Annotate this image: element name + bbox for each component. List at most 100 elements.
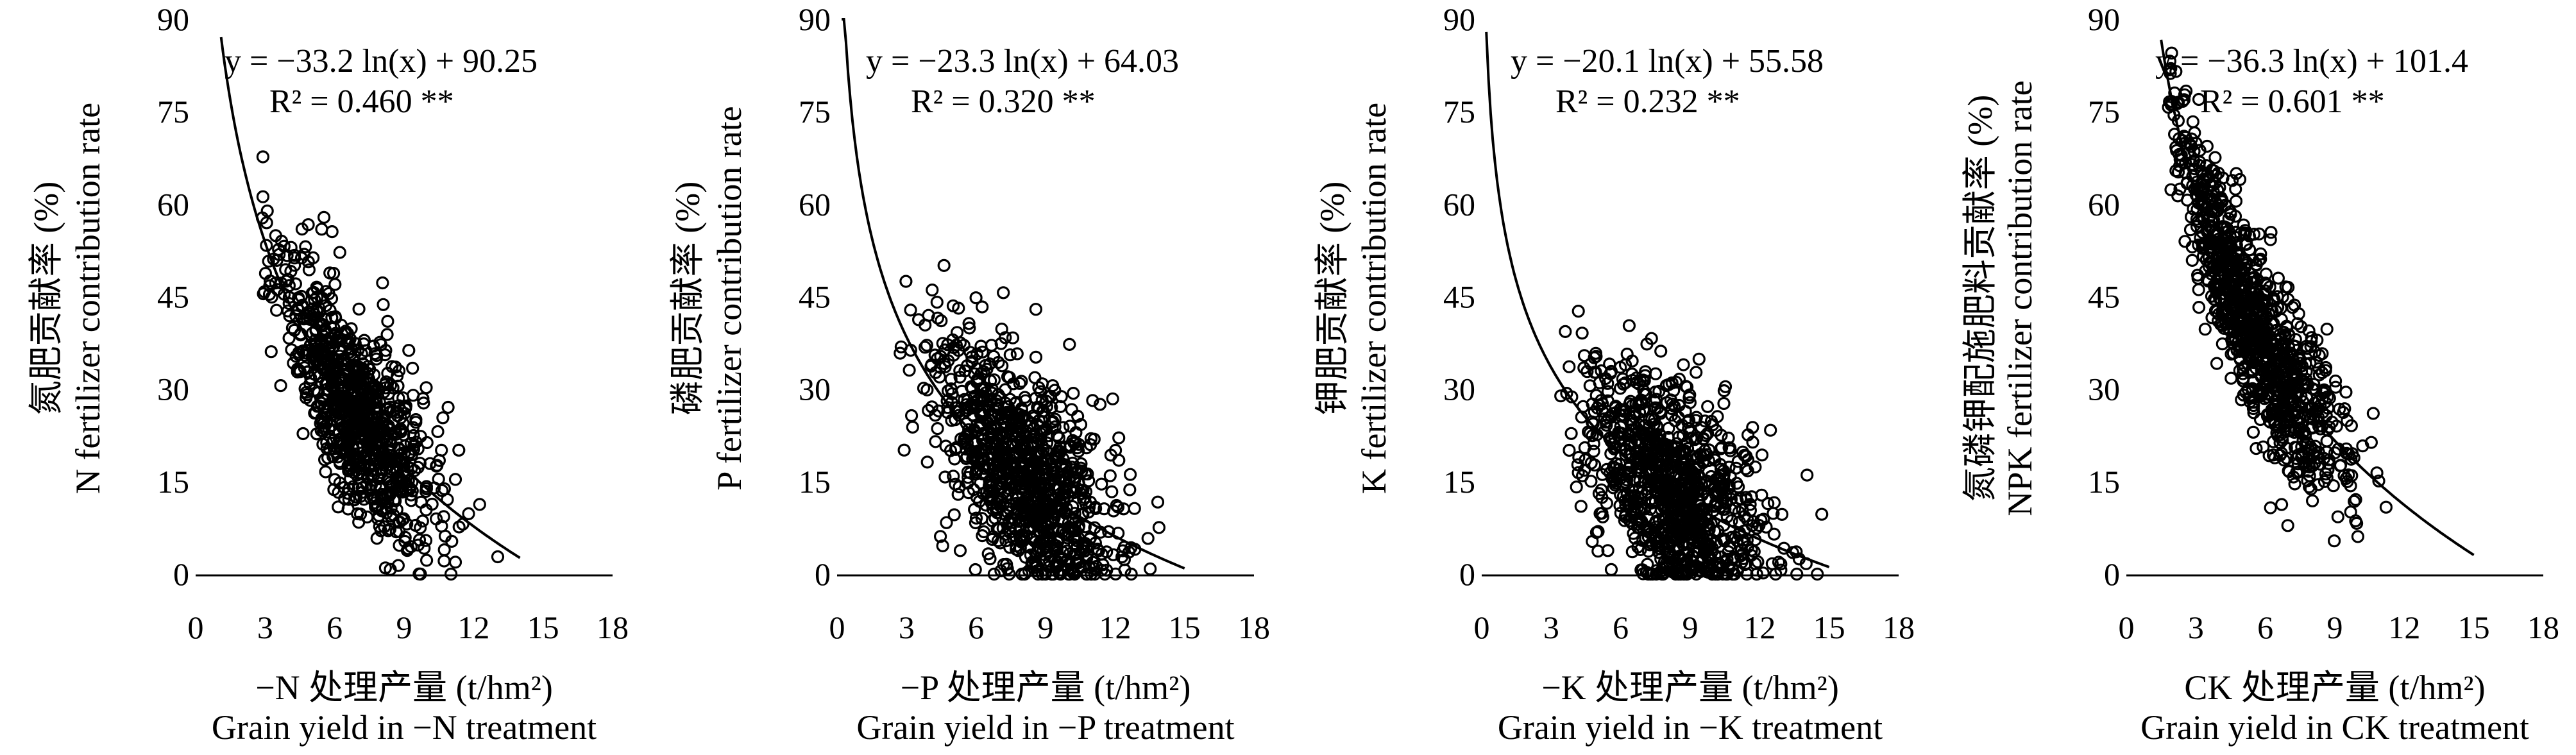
scatter-point [376, 276, 389, 290]
scatter-point [1749, 557, 1762, 570]
scatter-point [1613, 382, 1627, 395]
scatter-point [1613, 462, 1626, 476]
scatter-point [318, 210, 331, 224]
scatter-point [1668, 477, 1681, 491]
scatter-point [1677, 358, 1690, 371]
scatter-point [1024, 469, 1037, 483]
scatter-point [1063, 337, 1076, 352]
scatter-point [356, 362, 369, 375]
scatter-point [398, 407, 411, 420]
scatter-point [2239, 327, 2252, 340]
scatter-point [1657, 462, 1670, 476]
scatter-point [2210, 357, 2224, 370]
scatter-point [256, 150, 269, 164]
scatter-point [2316, 347, 2329, 361]
scatter-point [319, 285, 333, 298]
scatter-point [1767, 527, 1781, 541]
scatter-point [947, 341, 961, 355]
scatter-point [1664, 499, 1677, 513]
scatter-point [298, 248, 311, 261]
scatter-point [1627, 473, 1641, 488]
scatter-point [2298, 430, 2312, 444]
scatter-point [2207, 237, 2220, 251]
scatter-point [1025, 416, 1038, 430]
scatter-point [946, 299, 960, 312]
scatter-point [1613, 457, 1627, 471]
scatter-point [1801, 468, 1814, 482]
y-ticks: 0 15 30 45 60 75 90 [799, 1, 831, 592]
y-tick-label: 75 [2088, 94, 2120, 130]
scatter-point [920, 383, 934, 397]
scatter-point [403, 482, 417, 496]
scatter-point [1095, 477, 1108, 491]
scatter-point [2271, 271, 2285, 285]
scatter-point [2178, 88, 2191, 101]
scatter-point [264, 345, 278, 359]
scatter-point [323, 266, 337, 280]
scatter-point [1616, 408, 1630, 422]
y-tick-label: 45 [157, 279, 189, 315]
scatter-point [2216, 303, 2230, 316]
scatter-point [419, 503, 433, 517]
scatter-point [352, 302, 366, 316]
scatter-point [1672, 372, 1686, 386]
x-tick-label: 9 [396, 609, 412, 645]
scatter-point [953, 364, 967, 377]
scatter-point [1649, 367, 1663, 380]
scatter-point [2197, 173, 2210, 186]
scatter-point [1706, 418, 1720, 432]
scatter-point [303, 393, 317, 407]
scatter-point [2281, 519, 2294, 532]
scatter-point [452, 443, 466, 457]
x-tick-label: 9 [1038, 609, 1054, 645]
scatter-point [1052, 431, 1066, 445]
scatter-point [2300, 365, 2313, 378]
scatter-point [2185, 253, 2199, 267]
scatter-point [416, 392, 430, 405]
scatter-point [975, 443, 988, 457]
scatter-point [409, 412, 423, 427]
scatter-point [938, 470, 952, 484]
scatter-point [1614, 420, 1627, 434]
scatter-point [1048, 541, 1062, 555]
scatter-point [277, 239, 291, 253]
scatter-point [2194, 182, 2208, 195]
y-tick-label: 30 [157, 371, 189, 407]
equation-label: y = −33.2 ln(x) + 90.25 [225, 43, 538, 80]
scatter-point [2198, 239, 2211, 252]
scatter-point [1015, 480, 1030, 493]
scatter-point [1021, 539, 1035, 554]
scatter-point [938, 360, 952, 373]
x-ticks: 0 3 6 9 12 15 18 [188, 609, 629, 645]
y-ticks: 0 15 30 45 60 75 90 [1443, 1, 1475, 592]
scatter-point [2246, 425, 2260, 439]
scatter-point [354, 462, 368, 475]
scatter-point [992, 355, 1005, 369]
scatter-point [2282, 464, 2295, 478]
scatter-point [1013, 377, 1026, 390]
scatter-point [406, 421, 420, 434]
scatter-point [1604, 367, 1617, 380]
scatter-point [1067, 532, 1081, 545]
scatter-point [2246, 253, 2260, 267]
scatter-point [1037, 535, 1051, 548]
scatter-points [894, 259, 1166, 581]
scatter-point [1017, 532, 1031, 546]
scatter-point [2280, 321, 2294, 334]
scatter-point [1738, 509, 1751, 523]
scatter-point [983, 452, 996, 466]
scatter-point [473, 498, 486, 511]
scatter-point [969, 511, 983, 525]
scatter-point [1646, 431, 1659, 445]
scatter-point [340, 334, 353, 347]
scatter-point [1740, 449, 1753, 463]
scatter-point [402, 344, 416, 357]
scatter-point [1688, 520, 1701, 534]
scatter-point [1037, 522, 1051, 535]
scatter-point [314, 396, 328, 410]
scatter-point [2276, 290, 2289, 304]
scatter-point [2264, 233, 2277, 246]
scatter-point [902, 363, 916, 377]
scatter-point [2271, 384, 2284, 398]
scatter-point [1564, 427, 1578, 440]
